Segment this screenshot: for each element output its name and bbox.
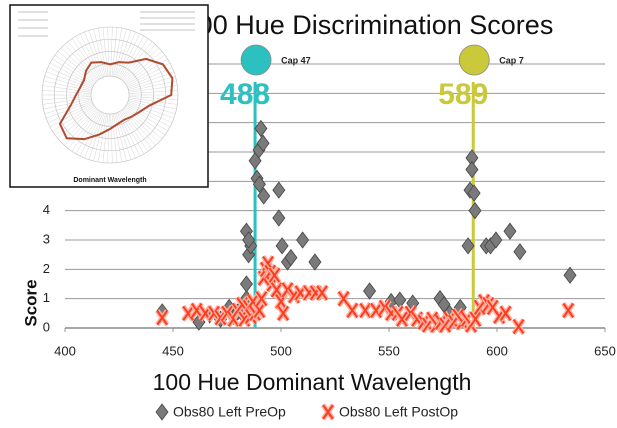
y-axis-title: Score [21, 279, 40, 326]
diamond [466, 162, 478, 178]
diamond [469, 203, 481, 219]
diamond [514, 244, 526, 260]
diamond [156, 404, 168, 420]
cap-swatch [241, 45, 271, 75]
y-tick-label: 4 [43, 202, 50, 217]
point [364, 283, 376, 299]
x-tick-label: 550 [378, 343, 400, 358]
legend-label: Obs80 Left PreOp [173, 404, 286, 420]
x-tick-label: 400 [54, 343, 76, 358]
point [563, 303, 573, 317]
y-tick-label: 0 [43, 319, 50, 334]
legend-label: Obs80 Left PostOp [339, 404, 458, 420]
point [240, 276, 252, 292]
x-axis-title: 100 Hue Dominant Wavelength [153, 369, 472, 395]
legend-item: Obs80 Left PreOp [156, 404, 286, 420]
y-tick-label: 1 [43, 290, 50, 305]
point [309, 254, 321, 270]
point [360, 303, 370, 317]
inset-frame [10, 5, 208, 187]
x-stroke [347, 303, 357, 317]
point [273, 210, 285, 226]
point [469, 203, 481, 219]
diamond [297, 232, 309, 248]
cap-label: Cap 47 [281, 55, 311, 65]
diamond [273, 210, 285, 226]
point [514, 320, 524, 334]
point [394, 292, 406, 308]
cap-swatch [459, 45, 489, 75]
y-tick-label: 3 [43, 231, 50, 246]
x-tick-label: 500 [270, 343, 292, 358]
point [514, 244, 526, 260]
x-tick-label: 450 [162, 343, 184, 358]
chart-title: 100 Hue Discrimination Scores [183, 10, 554, 40]
diamond [394, 292, 406, 308]
diamond [240, 276, 252, 292]
point [297, 232, 309, 248]
marker-value: 589 [438, 78, 488, 111]
x-stroke [514, 320, 524, 334]
cap-label: Cap 7 [499, 55, 524, 65]
point [504, 223, 516, 239]
x-tick-label: 650 [594, 343, 616, 358]
diamond [309, 254, 321, 270]
diamond [273, 182, 285, 198]
diamond [504, 223, 516, 239]
point [273, 182, 285, 198]
point [466, 162, 478, 178]
inset-label: Dominant Wavelength [73, 177, 146, 184]
point [347, 303, 357, 317]
x-stroke [360, 303, 370, 317]
inset: Dominant Wavelength [10, 5, 208, 187]
y-tick-label: 2 [43, 261, 50, 276]
diamond [364, 283, 376, 299]
x-stroke [563, 303, 573, 317]
legend-item: Obs80 Left PostOp [323, 404, 458, 420]
x-stroke [323, 405, 333, 419]
marker-value: 488 [220, 78, 270, 111]
x-tick-label: 600 [486, 343, 508, 358]
chart: 100 Hue Discrimination Scores 100 Hue Do… [0, 0, 617, 428]
